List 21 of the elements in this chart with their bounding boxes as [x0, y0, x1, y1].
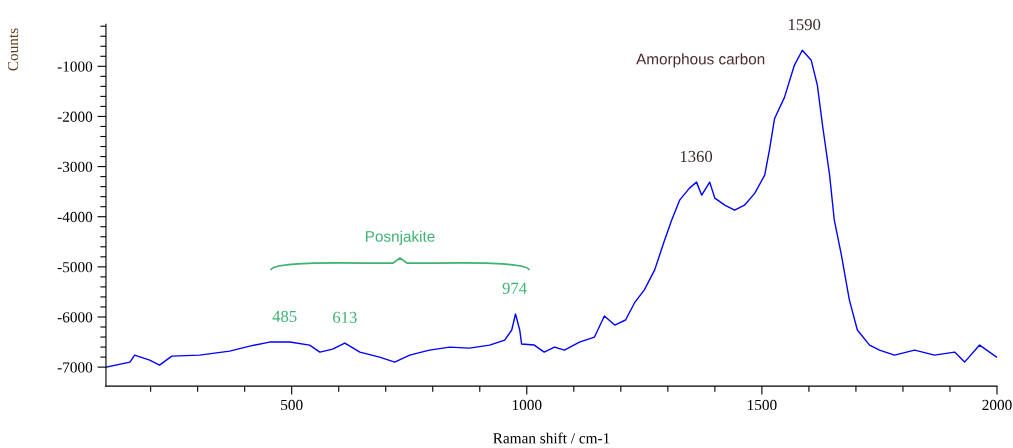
- y-tick-label: -7000: [57, 362, 93, 373]
- annotation: Amorphous carbon: [636, 53, 765, 68]
- x-tick-label: 500: [281, 399, 303, 411]
- x-tick-label: 2000: [982, 399, 1012, 411]
- y-tick-label: -2000: [57, 111, 93, 122]
- x-tick-label: 1000: [512, 399, 542, 411]
- annotation: 1590: [789, 18, 821, 31]
- annotation: 1360: [680, 150, 713, 163]
- y-tick-label: -5000: [57, 261, 93, 273]
- x-axis-title: Raman shift / cm-1: [493, 432, 610, 444]
- y-tick-label: -4000: [57, 211, 93, 223]
- annotation: 485: [272, 310, 297, 322]
- annotation: 974: [502, 282, 527, 294]
- line-series: [105, 49, 997, 368]
- y-tick-label: -6000: [57, 312, 93, 323]
- y-axis-title: Counts: [7, 28, 19, 71]
- x-tick-label: 1500: [747, 399, 777, 411]
- y-tick-label: -3000: [57, 161, 93, 173]
- y-tick-label: -1000: [57, 61, 93, 72]
- annotation: 613: [333, 311, 357, 324]
- annotation: Posnjakite: [366, 230, 435, 245]
